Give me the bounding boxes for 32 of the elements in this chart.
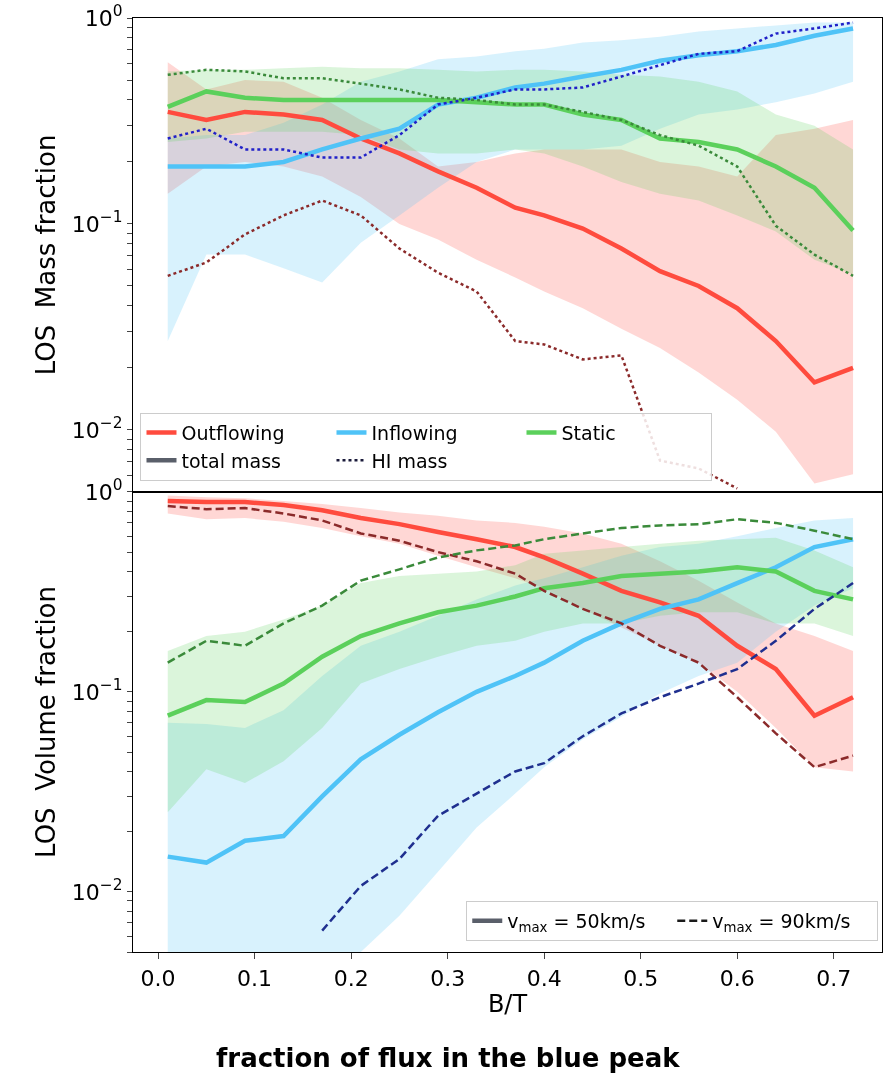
y-tick-label: 10$^{−2}$ [71,414,123,443]
line-series [165,109,856,385]
x-tick-label: 0.2 [333,965,369,991]
line-series [166,517,855,664]
legend-label: total mass [181,449,281,472]
y-tick-label: 10$^{−2}$ [71,876,123,905]
y-tick-label: 10$^{0}$ [84,2,123,31]
x-axis-title: B/T [487,990,528,1019]
legend-label: v$_{max}$ = 50km/s [507,910,646,936]
x-tick-label: 0.1 [237,965,273,991]
x-tick-label: 0.3 [430,965,466,991]
x-tick-label: 0.0 [140,965,176,991]
x-tick-label: 0.4 [526,965,562,991]
y-axis-title: LOS Mass fraction [31,134,62,376]
line-series [165,89,856,233]
y-tick-label: 10$^{−1}$ [71,676,123,705]
legend-label: Inflowing [371,421,458,444]
legend-label: HI mass [371,449,448,472]
x-tick-label: 0.5 [623,965,659,991]
legend-label: v$_{max}$ = 90km/s [712,910,851,936]
legend-label: Static [561,421,616,444]
line-series [165,564,856,718]
text: fraction of flux in the blue peak [216,1043,681,1073]
y-tick-label: 10$^{−1}$ [71,208,123,237]
legend-label: Outflowing [181,421,285,444]
line-series [165,536,856,865]
x-tick-label: 0.6 [719,965,755,991]
y-tick-label: 10$^{0}$ [84,476,123,505]
y-axis-title: LOS Volume fraction [31,586,62,858]
line-series [165,498,856,718]
line-series [320,581,855,932]
x-tick-label: 0.7 [816,965,852,991]
